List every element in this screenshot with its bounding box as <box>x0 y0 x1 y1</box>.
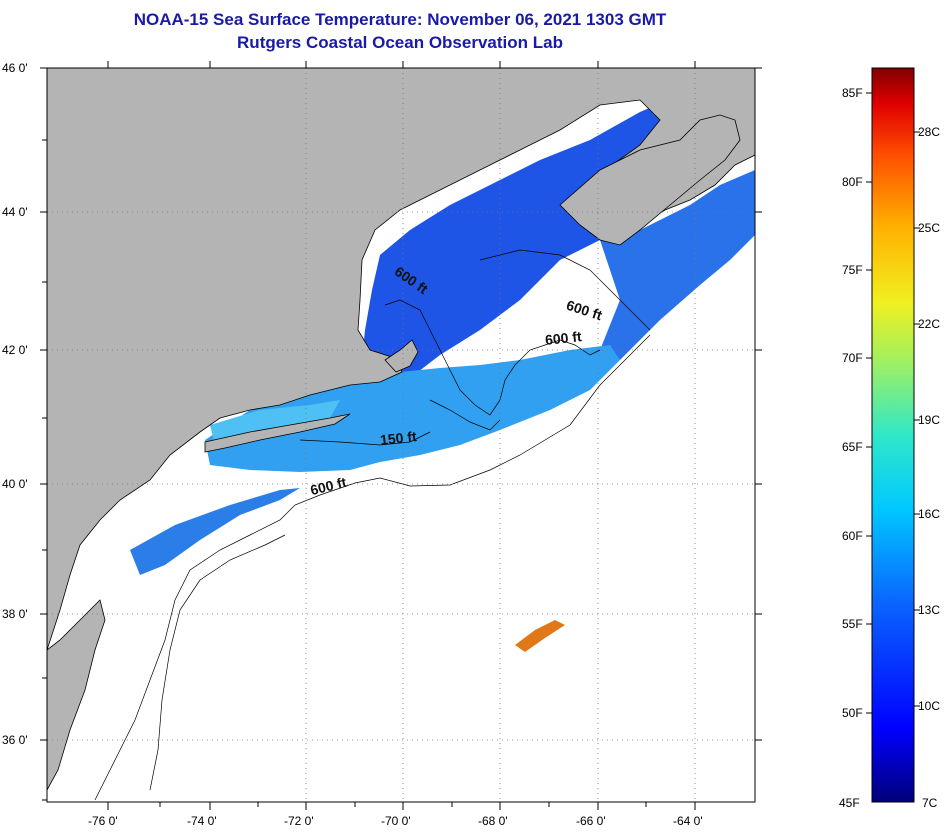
colorbar-label-22c: 22C <box>918 317 941 331</box>
colorbar-label-50f: 50F <box>842 706 863 720</box>
sst-warm-eddy <box>515 620 565 652</box>
sst-gulf-of-maine <box>360 100 675 380</box>
colorbar-label-19c: 19C <box>918 413 941 427</box>
lon-label-74: -74 0' <box>187 814 217 828</box>
colorbar-label-45f: 45F <box>839 796 860 810</box>
lon-label-66: -66 0' <box>576 814 606 828</box>
lon-label-72: -72 0' <box>284 814 314 828</box>
colorbar-label-85f: 85F <box>842 86 863 100</box>
lon-label-76: -76 0' <box>88 814 118 828</box>
temperature-colorbar <box>871 67 915 803</box>
lon-label-70: -70 0' <box>381 814 411 828</box>
colorbar-label-70f: 70F <box>842 351 863 365</box>
lat-label-42: 42 0' <box>2 343 28 357</box>
colorbar-label-75f: 75F <box>842 263 863 277</box>
map-subtitle: Rutgers Coastal Ocean Observation Lab <box>237 33 563 52</box>
colorbar-label-16c: 16C <box>918 507 941 521</box>
land-long-island <box>204 413 351 453</box>
lat-label-46: 46 0' <box>2 61 28 75</box>
lon-label-64: -64 0' <box>673 814 703 828</box>
lat-label-36: 36 0' <box>2 733 28 747</box>
isobath-contours <box>94 249 651 801</box>
colorbar-label-25c: 25C <box>918 221 941 235</box>
colorbar-label-60f: 60F <box>842 529 863 543</box>
land-nova-scotia <box>559 114 741 246</box>
colorbar-label-28c: 28C <box>918 125 941 139</box>
colorbar-label-65f: 65F <box>842 440 863 454</box>
colorbar-label-55f: 55F <box>842 617 863 631</box>
colorbar-label-10c: 10C <box>918 699 941 713</box>
lat-lon-grid <box>47 68 755 802</box>
lat-label-38: 38 0' <box>2 607 28 621</box>
colorbar-label-7c: 7C <box>922 796 938 810</box>
lon-label-68: -68 0' <box>478 814 508 828</box>
sst-mid-atlantic <box>130 488 300 575</box>
map-title: NOAA-15 Sea Surface Temperature: Novembe… <box>133 10 667 29</box>
colorbar-label-80f: 80F <box>842 175 863 189</box>
sst-scotian-shelf <box>600 170 755 360</box>
colorbar-label-13c: 13C <box>918 603 941 617</box>
colorbar-ticks <box>866 92 920 714</box>
map-frame <box>46 67 756 803</box>
axis-ticks <box>40 61 762 810</box>
land-cape-cod <box>384 339 419 373</box>
lat-label-40: 40 0' <box>2 477 28 491</box>
land-delmarva <box>47 599 106 791</box>
lat-label-44: 44 0' <box>2 205 28 219</box>
